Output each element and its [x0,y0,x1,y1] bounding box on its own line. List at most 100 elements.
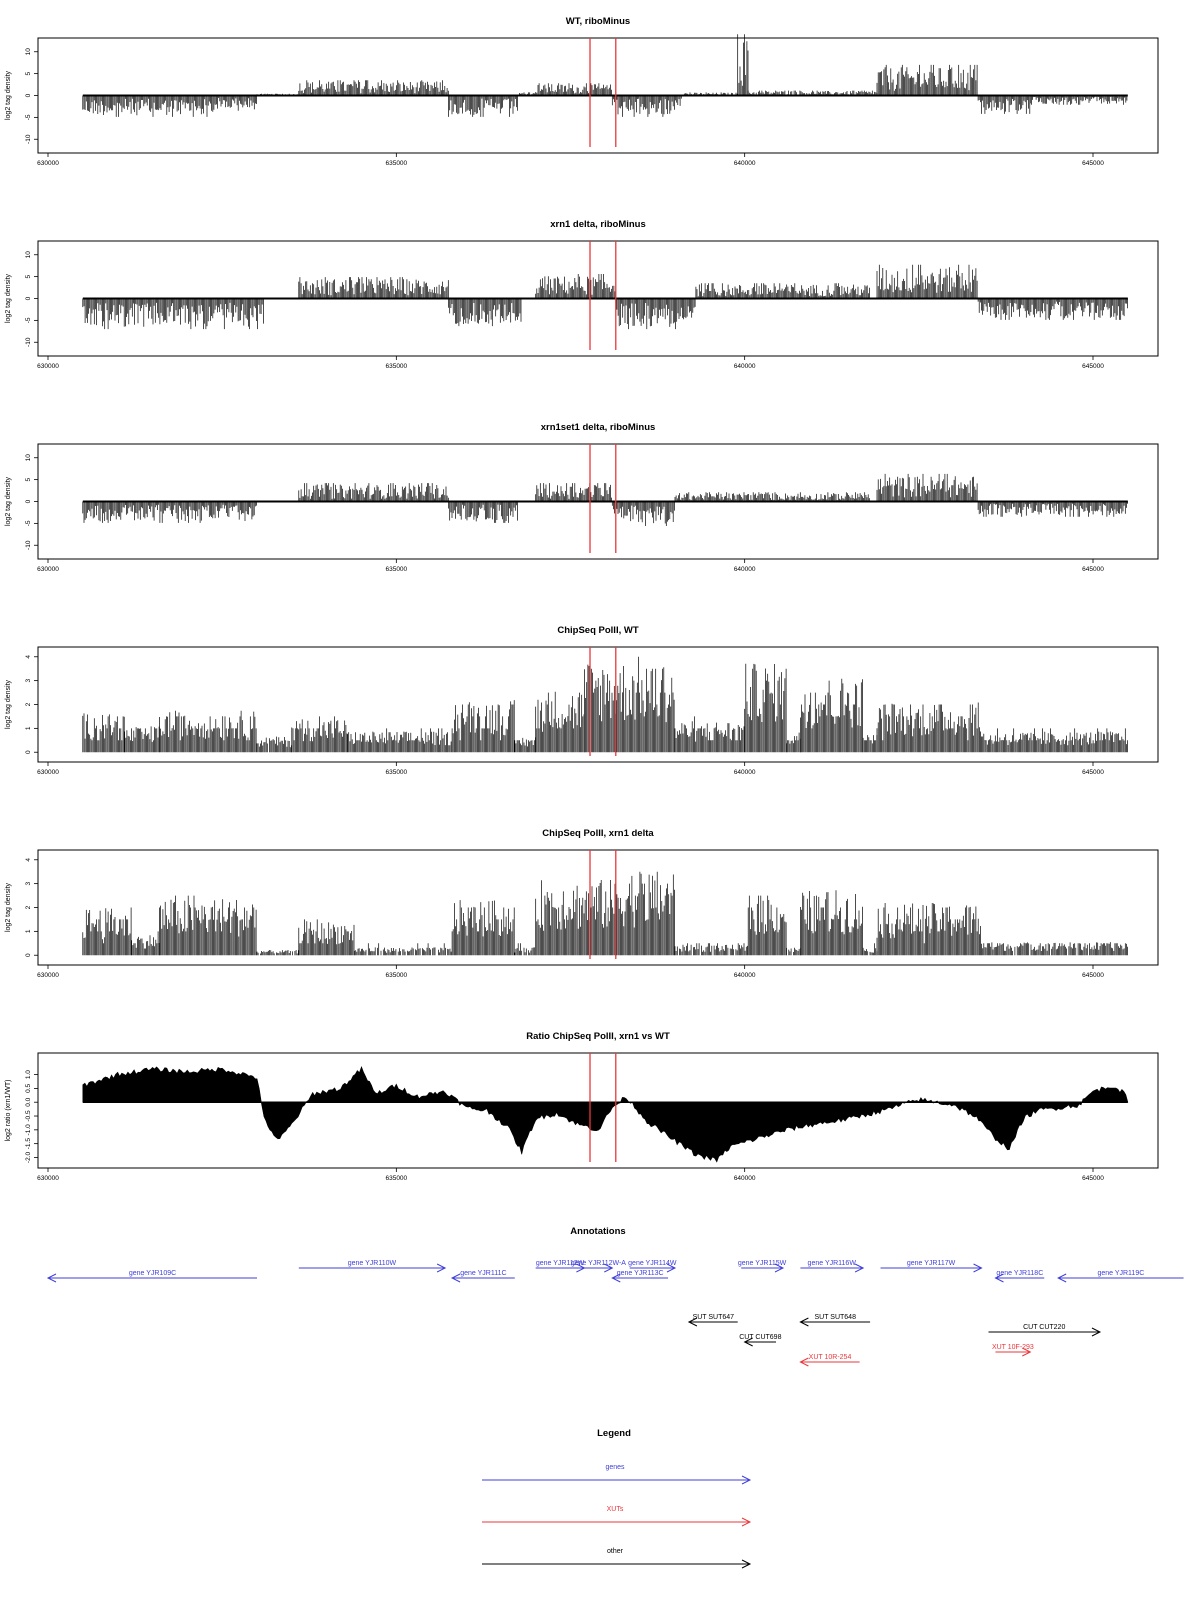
density-segment [298,919,355,956]
panel-3: xrn1set1 delta, riboMinus -10 -5 0 5 10 log2 t… [5,422,1159,573]
density-segment [535,880,616,956]
density-segment [1029,95,1128,105]
y-tick-label: 4 [25,655,32,659]
panel-1: WT, riboMinus -10 -5 0 5 10 log2 tag density 63… [5,16,1159,167]
x-tick-label: 635000 [385,769,407,776]
y-tick-label: 3 [25,678,32,682]
annotation-gene: gene YJR114W [628,1260,677,1273]
annotation-label: gene YJR115W [738,1260,787,1267]
annotation-arrow-head [611,1273,621,1283]
y-tick-label: 0 [25,953,32,957]
annotation-arrow-head [666,1263,677,1273]
density-segment [82,298,264,330]
annotation-gene: gene YJR119C [1057,1270,1184,1283]
panel-title: ChipSeq PolII, WT [557,625,638,636]
density-segment [256,736,292,753]
density-segment [347,728,452,753]
density-segment [159,710,257,753]
density-segment [876,264,978,299]
y-tick-label: 3 [25,881,32,885]
panel-2: xrn1 delta, riboMinus -10 -5 0 5 10 log2 tag d… [5,219,1159,370]
y-tick-label: -5 [25,520,32,526]
y-tick-label: 0.5 [25,1083,32,1092]
density-segment [786,732,801,753]
legend-item-genes: genes [482,1464,752,1485]
annotation-label: gene YJR111C [460,1270,506,1277]
density-segment [298,483,449,502]
legend-item-other: other [482,1548,752,1569]
x-tick-label: 630000 [37,363,59,370]
annotation-label: CUT CUT698 [739,1334,781,1341]
density-segment [291,716,348,753]
density-segment [744,663,787,753]
x-tick-label: 635000 [385,1175,407,1182]
annotation-gene: gene YJR110W [298,1260,447,1273]
x-tick-label: 630000 [37,1175,59,1182]
density-segment [977,95,1031,114]
annotation-gene: gene YJR118C [994,1270,1045,1283]
density-segment [862,735,878,753]
x-tick-label: 640000 [734,160,756,167]
density-segment [535,483,612,502]
density-segment [256,950,299,956]
y-tick-label: 1.0 [25,1070,32,1079]
annotation-other: SUT SUT647 [687,1314,738,1327]
y-tick-label: -10 [25,337,32,347]
annotation-gene: gene YJR111C [450,1270,515,1283]
annotation-arrow-head [994,1273,1004,1283]
x-tick-label: 630000 [37,566,59,573]
density-segment [82,501,257,523]
legend-item-label: other [607,1548,624,1555]
x-tick-label: 635000 [385,566,407,573]
density-segment [695,283,870,299]
density-segment [674,716,745,753]
annotation-arrow-head [46,1273,57,1283]
annotation-gene: gene YJR117W [880,1260,983,1273]
y-tick-label: 1 [25,726,32,730]
y-tick-label: 2 [25,905,32,909]
density-segment [159,895,257,956]
x-tick-label: 630000 [37,160,59,167]
annotation-arrow-head [973,1263,983,1273]
annotation-label: gene YJR112W-A [571,1260,627,1267]
x-tick-label: 640000 [734,566,756,573]
x-tick-label: 640000 [734,972,756,979]
density-segment [747,895,787,956]
x-tick-label: 635000 [385,363,407,370]
y-tick-label: -5 [25,114,32,120]
legend-item-XUTs: XUTs [482,1506,752,1527]
annotation-arrow-head [774,1263,785,1273]
panel-5: ChipSeq PolII, xrn1 delta 0 1 2 3 4 log2 tag d… [5,828,1159,979]
annotation-label: gene YJR116W [808,1260,857,1267]
annotation-label: XUT 10F-293 [992,1344,1034,1351]
x-tick-label: 645000 [1082,769,1104,776]
y-tick-label: 0.0 [25,1097,32,1106]
panel-title: WT, riboMinus [566,16,630,27]
x-tick-label: 630000 [37,972,59,979]
density-segment [800,890,863,956]
annotation-arrow-head [1091,1327,1102,1337]
y-tick-label: -5 [25,317,32,323]
data-marks [82,1066,1129,1163]
density-segment [615,871,675,956]
x-tick-label: 635000 [385,972,407,979]
density-segment [786,947,801,956]
density-segment [131,931,160,956]
annotation-other: CUT CUT220 [988,1324,1102,1337]
data-marks [82,473,1128,526]
density-segment [448,95,518,117]
annotation-arrow-head [799,1357,809,1367]
y-axis-label: log2 tag density [5,70,12,120]
density-segment [737,34,749,96]
density-segment [977,501,1128,517]
annotation-label: gene YJR118C [996,1270,1043,1277]
y-tick-label: -10 [25,540,32,550]
data-marks [82,656,1128,753]
x-tick-label: 645000 [1082,1175,1104,1182]
y-tick-label: 0 [25,499,32,503]
y-tick-label: 4 [25,858,32,862]
annotation-arrow-head [687,1317,698,1327]
annotation-xut: XUT 10R-254 [799,1354,860,1367]
y-tick-label: 0 [25,93,32,97]
y-tick-label: 5 [25,71,32,75]
